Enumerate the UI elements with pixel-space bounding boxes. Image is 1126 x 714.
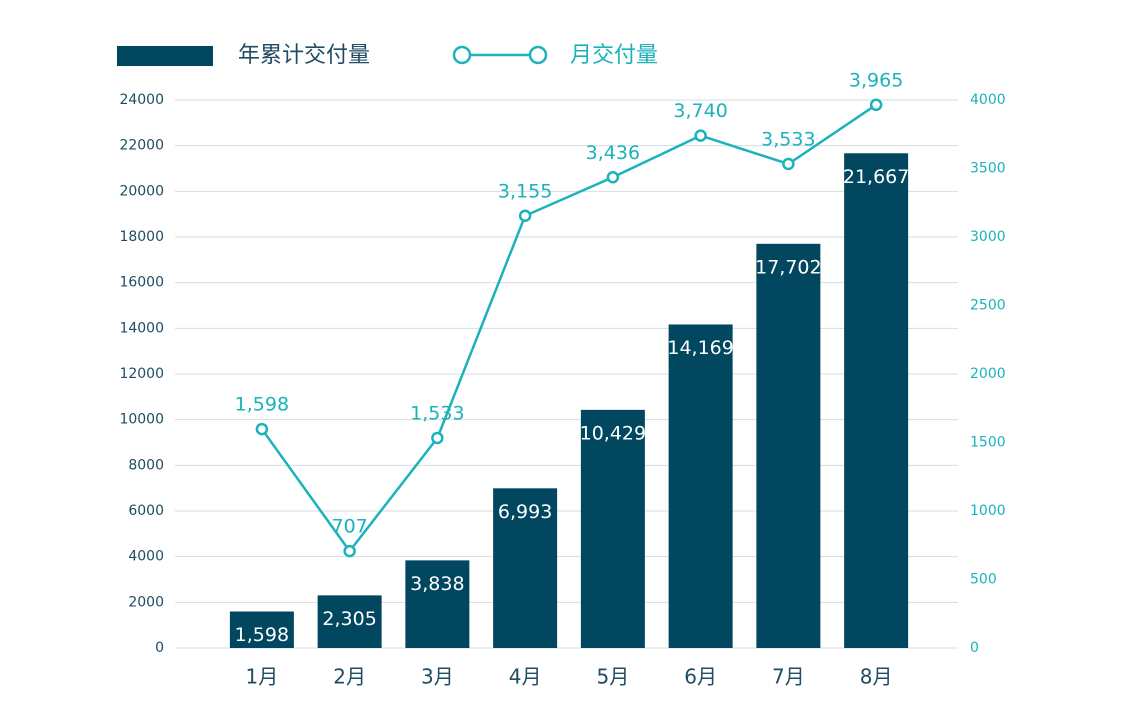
line-marker xyxy=(518,209,532,223)
bar-value-label: 6,993 xyxy=(498,501,552,523)
line-marker xyxy=(869,98,883,112)
bar xyxy=(317,595,382,648)
y2-tick-label: 1000 xyxy=(970,503,1006,519)
y2-tick-label: 3000 xyxy=(970,229,1006,245)
line-value-label: 1,533 xyxy=(410,402,464,424)
line-value-label: 3,965 xyxy=(849,69,903,91)
line-value-label: 1,598 xyxy=(235,394,289,416)
x-tick-label: 2月 xyxy=(333,665,366,689)
y-tick-label: 0 xyxy=(155,640,164,656)
line xyxy=(260,103,877,554)
x-tick-label: 7月 xyxy=(772,665,805,689)
bar-value-label: 17,702 xyxy=(755,256,821,278)
y-tick-label: 18000 xyxy=(119,229,164,245)
line-marker xyxy=(782,157,795,171)
bar xyxy=(229,611,294,648)
line-marker xyxy=(694,129,707,142)
bar xyxy=(668,324,733,648)
legend-label: 月交付量 xyxy=(570,43,658,68)
y-tick-label: 16000 xyxy=(119,275,164,291)
bar-value-label: 3,838 xyxy=(410,573,464,595)
bar-value-label: 10,429 xyxy=(580,422,646,444)
legend-label: 年累计交付量 xyxy=(238,43,370,68)
y-tick-label: 20000 xyxy=(119,183,164,199)
y-tick-label: 6000 xyxy=(128,503,164,519)
line-value-label: 3,533 xyxy=(761,128,815,150)
bar xyxy=(580,409,645,648)
x-tick-label: 1月 xyxy=(246,665,279,689)
bar-value-label: 14,169 xyxy=(667,337,733,359)
bar xyxy=(844,153,909,648)
legend-marker xyxy=(452,45,472,65)
legend-marker xyxy=(528,45,548,65)
y2-tick-label: 2000 xyxy=(970,366,1006,382)
x-tick-label: 8月 xyxy=(860,665,893,689)
y-tick-label: 24000 xyxy=(119,92,164,108)
line-marker xyxy=(343,544,356,558)
y2-tick-label: 0 xyxy=(970,640,979,656)
y-tick-label: 4000 xyxy=(128,549,164,565)
line-marker xyxy=(255,422,269,436)
line-marker xyxy=(431,431,444,445)
y-tick-label: 8000 xyxy=(128,457,164,473)
bar xyxy=(405,560,470,648)
y2-tick-label: 3500 xyxy=(970,161,1006,177)
y-tick-label: 10000 xyxy=(119,412,164,428)
y2-tick-label: 500 xyxy=(970,572,997,588)
line-value-label: 707 xyxy=(331,516,367,538)
line-value-label: 3,436 xyxy=(586,142,640,164)
x-tick-label: 6月 xyxy=(684,665,717,689)
y2-tick-label: 2500 xyxy=(970,298,1006,314)
y-tick-label: 12000 xyxy=(119,366,164,382)
bar-value-label: 1,598 xyxy=(235,624,289,646)
y-tick-label: 22000 xyxy=(119,138,164,154)
x-tick-label: 4月 xyxy=(509,665,542,689)
bar xyxy=(493,488,558,648)
bar-value-label: 21,667 xyxy=(843,166,909,188)
x-tick-label: 3月 xyxy=(421,665,454,689)
bar-value-label: 2,305 xyxy=(322,608,376,630)
y-tick-label: 14000 xyxy=(119,320,164,336)
line-value-label: 3,740 xyxy=(673,100,727,122)
y2-tick-label: 4000 xyxy=(970,92,1006,108)
line-marker xyxy=(606,171,620,184)
bar xyxy=(756,243,821,649)
x-tick-label: 5月 xyxy=(597,665,630,689)
legend-bar-swatch xyxy=(117,46,213,66)
y2-tick-label: 1500 xyxy=(970,435,1006,451)
line-value-label: 3,155 xyxy=(498,180,552,202)
y-tick-label: 2000 xyxy=(128,594,164,610)
